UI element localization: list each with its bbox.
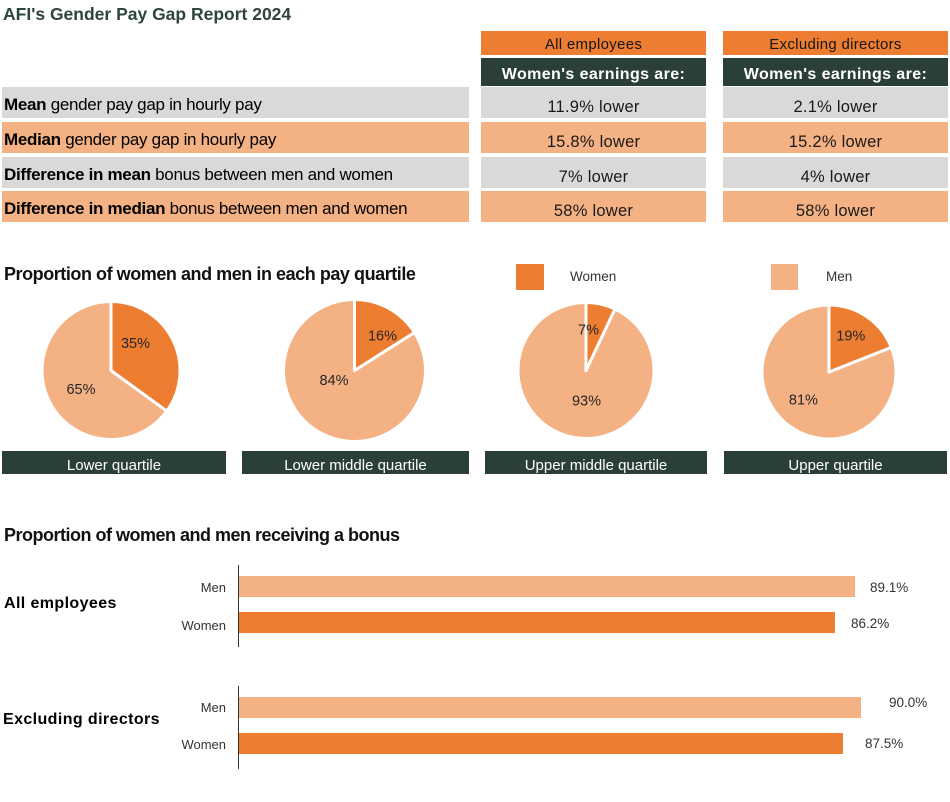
svg-text:93%: 93% (572, 394, 601, 410)
svg-text:81%: 81% (789, 392, 818, 408)
svg-text:16%: 16% (368, 329, 397, 345)
svg-text:84%: 84% (319, 373, 348, 389)
svg-text:7%: 7% (578, 323, 599, 339)
svg-text:19%: 19% (836, 328, 865, 344)
svg-text:35%: 35% (121, 336, 150, 352)
svg-text:65%: 65% (66, 382, 95, 398)
